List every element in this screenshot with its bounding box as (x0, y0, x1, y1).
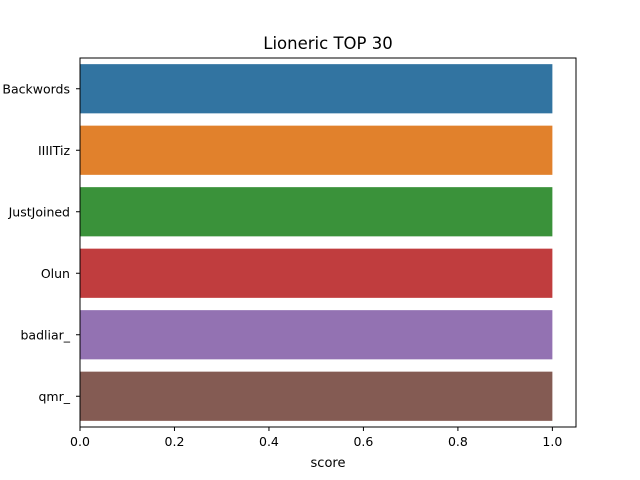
bar-5 (80, 371, 553, 421)
chart-title: Lioneric TOP 30 (263, 34, 392, 53)
x-tick-label-5: 1.0 (542, 434, 562, 449)
bars-layer (80, 64, 553, 421)
y-tick-label-3: Olun (41, 266, 70, 281)
x-tick-label-3: 0.6 (353, 434, 373, 449)
bar-4 (80, 310, 553, 360)
x-tick-label-4: 0.8 (448, 434, 468, 449)
bar-3 (80, 248, 553, 298)
x-tick-label-1: 0.2 (165, 434, 185, 449)
y-tick-label-5: qmr_ (38, 389, 70, 404)
y-axis: Backwords IIIITiz JustJoined Olun badliar_qm… (2, 81, 80, 404)
y-tick-label-0: Backwords (2, 81, 70, 96)
x-tick-label-2: 0.4 (259, 434, 279, 449)
bar-0 (80, 64, 553, 114)
plot-frame (79, 57, 577, 428)
x-axis-label: score (311, 456, 346, 471)
y-tick-label-4: badliar_ (20, 327, 70, 342)
x-axis: 0.0 0.2 0.4 0.6 0.8 1.0 (70, 427, 562, 449)
bar-2 (80, 187, 553, 237)
y-tick-label-2: JustJoined (8, 204, 70, 219)
bar-1 (80, 125, 553, 175)
x-tick-label-0: 0.0 (70, 434, 90, 449)
y-tick-label-1: IIIITiz (38, 143, 70, 158)
